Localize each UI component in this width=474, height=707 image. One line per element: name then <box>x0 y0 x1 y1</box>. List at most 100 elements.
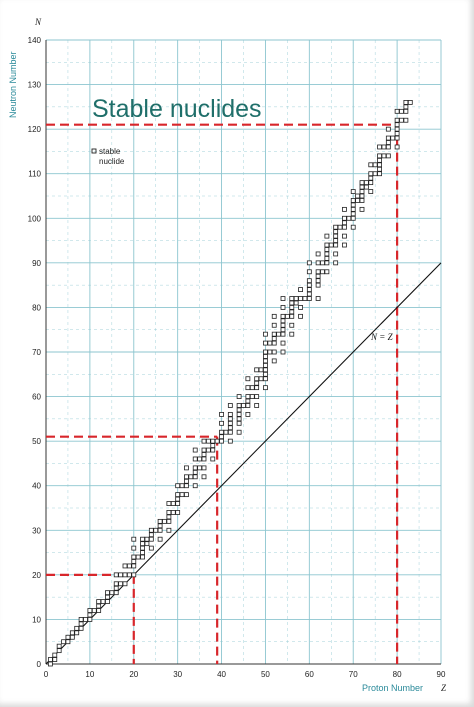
data-point <box>122 581 128 587</box>
data-point <box>192 469 198 475</box>
data-point <box>306 291 312 297</box>
data-point <box>359 180 365 186</box>
data-point <box>188 474 194 480</box>
data-point <box>258 367 264 373</box>
data-point <box>78 617 84 622</box>
y-tick-label: 50 <box>32 437 41 446</box>
data-point <box>205 447 211 453</box>
y-tick-label: 60 <box>32 393 41 402</box>
data-point <box>219 438 224 444</box>
data-point <box>140 541 145 547</box>
data-point <box>306 269 312 275</box>
data-point <box>342 233 347 239</box>
data-point <box>56 643 62 649</box>
y-tick-label: 140 <box>28 36 42 45</box>
grid <box>45 39 442 665</box>
data-point <box>249 385 255 391</box>
data-point <box>324 247 330 252</box>
data-point <box>219 434 224 440</box>
data-point <box>298 313 303 319</box>
data-point <box>359 193 365 199</box>
data-point <box>306 278 312 284</box>
data-point <box>236 394 242 399</box>
data-point <box>140 550 145 555</box>
data-point <box>333 224 339 230</box>
x-tick-label: 70 <box>349 670 358 679</box>
data-point <box>148 532 154 538</box>
data-point <box>280 331 286 337</box>
data-point <box>201 465 207 471</box>
data-point <box>254 403 260 408</box>
data-point <box>219 429 224 435</box>
x-tick-label: 50 <box>261 670 270 679</box>
data-point <box>284 313 290 319</box>
data-point <box>131 554 137 560</box>
data-point <box>306 260 312 266</box>
reference-line <box>45 262 442 665</box>
data-point <box>201 474 207 480</box>
data-point <box>306 282 312 288</box>
data-point <box>337 224 343 230</box>
data-point <box>56 648 62 654</box>
data-point <box>192 456 198 462</box>
data-point <box>289 309 295 315</box>
data-point <box>245 398 251 404</box>
data-point <box>293 300 299 306</box>
data-point <box>227 438 233 444</box>
data-point <box>350 189 356 194</box>
data-point <box>245 411 251 417</box>
data-point <box>263 349 268 355</box>
data-point <box>381 153 387 159</box>
data-point <box>175 483 181 489</box>
data-point <box>100 599 106 604</box>
data-point <box>96 599 102 604</box>
data-point <box>293 296 299 301</box>
data-point <box>263 340 268 346</box>
data-point <box>350 202 356 208</box>
data-point <box>192 447 198 453</box>
data-point <box>197 456 203 462</box>
data-point <box>249 394 255 399</box>
data-point <box>377 162 382 168</box>
data-point <box>315 273 321 279</box>
data-point <box>148 545 154 551</box>
y-tick-label: 40 <box>32 482 41 491</box>
data-point <box>315 251 321 257</box>
data-point <box>355 193 361 199</box>
data-point <box>69 634 75 640</box>
data-point <box>271 322 277 328</box>
data-point <box>157 527 163 533</box>
data-point <box>192 483 198 489</box>
chart-title: Stable nuclides <box>92 95 262 123</box>
data-point <box>306 287 312 293</box>
data-point <box>267 340 273 346</box>
data-point <box>166 527 172 533</box>
data-point <box>394 144 400 150</box>
data-point <box>241 403 246 408</box>
reference-line-group <box>45 262 442 665</box>
data-point <box>96 608 102 613</box>
data-point <box>227 411 233 417</box>
data-point <box>280 340 286 346</box>
data-point <box>263 331 268 337</box>
y-axis-label: Neutron Number <box>8 51 18 118</box>
data-point <box>377 171 382 177</box>
data-point <box>350 215 356 221</box>
data-point <box>315 260 321 266</box>
data-point <box>324 233 330 239</box>
data-point <box>91 608 97 613</box>
data-point <box>359 189 365 194</box>
data-point <box>271 336 277 342</box>
data-point <box>324 269 330 275</box>
data-point <box>315 296 321 301</box>
x-axis-symbol: Z <box>441 683 447 693</box>
data-point <box>227 425 233 431</box>
x-tick-label: 40 <box>217 670 226 679</box>
data-point <box>394 135 400 141</box>
highlight-lines <box>46 123 399 664</box>
data-point <box>105 594 110 600</box>
data-point <box>236 407 242 413</box>
data-point <box>69 630 75 636</box>
data-point <box>263 358 268 364</box>
